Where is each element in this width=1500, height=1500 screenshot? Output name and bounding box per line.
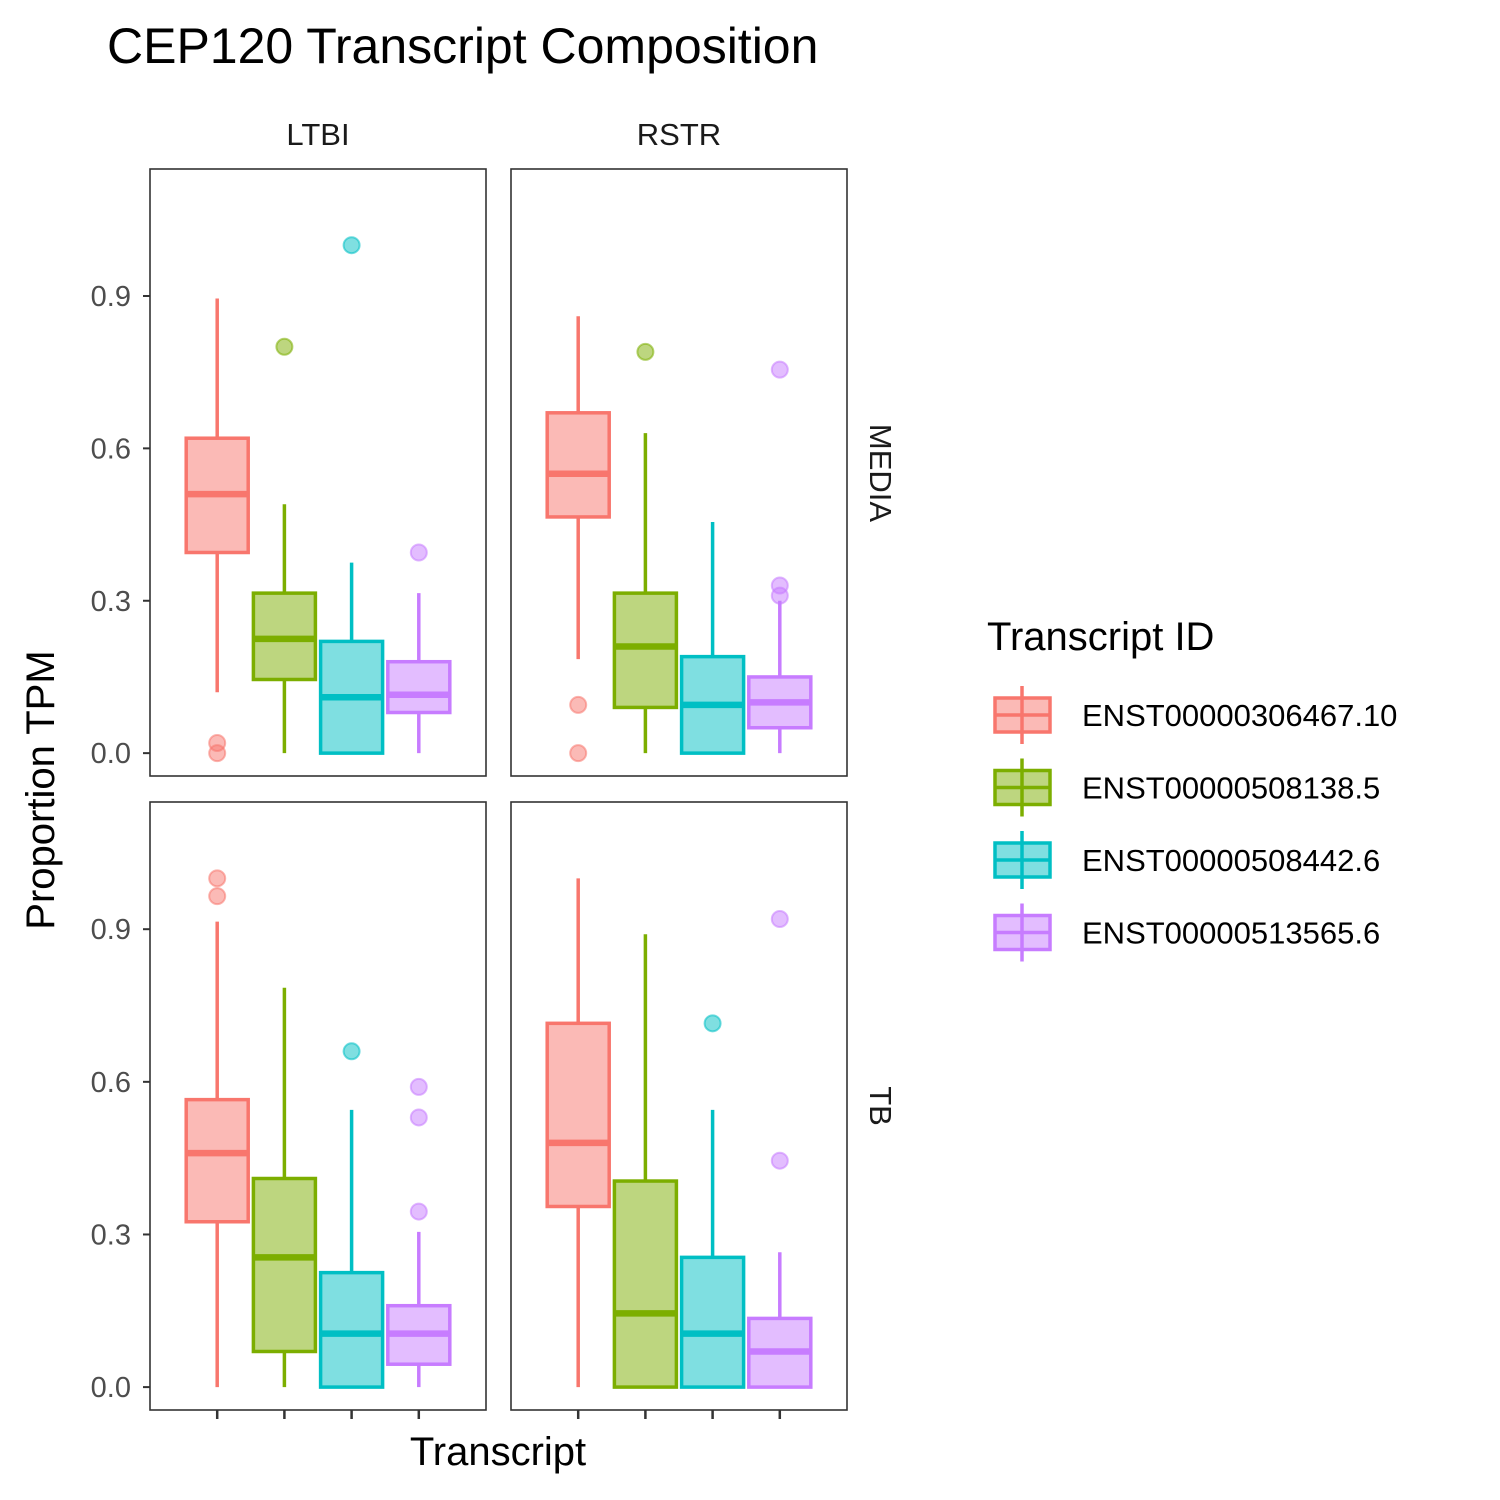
legend-label: ENST00000508442.6	[1082, 843, 1380, 878]
outlier-point	[409, 1108, 428, 1127]
iqr-box	[251, 1176, 318, 1354]
iqr-box	[386, 659, 452, 715]
iqr-box	[679, 1255, 746, 1389]
outlier-point	[770, 1151, 789, 1170]
box-enst00000306467-10	[545, 316, 611, 763]
box-enst00000306467-10	[184, 298, 250, 763]
box-enst00000508442-6	[679, 1014, 746, 1389]
panel-border	[510, 168, 848, 777]
box-enst00000508442-6	[318, 1042, 385, 1389]
box-enst00000306467-10	[184, 869, 250, 1388]
y-tick-label: 0.9	[91, 281, 131, 313]
box-enst00000306467-10	[545, 878, 611, 1388]
facet-strip-media: MEDIA	[863, 424, 898, 523]
outlier-point	[409, 1077, 428, 1096]
facet-strip-rstr: RSTR	[637, 117, 721, 152]
outlier-point	[342, 236, 361, 255]
legend-label: ENST00000306467.10	[1082, 698, 1397, 733]
box-enst00000508442-6	[318, 236, 385, 755]
outlier-point	[208, 744, 227, 763]
y-axis: 0.0 0.3 0.6 0.9 0.0 0.3 0.6 0.9	[91, 281, 150, 1404]
box-enst00000513565-6	[386, 1077, 452, 1388]
legend-label: ENST00000513565.6	[1082, 916, 1380, 951]
iqr-box	[612, 1179, 679, 1389]
y-tick-label: 0.3	[91, 586, 131, 618]
y-tick-label: 0.6	[91, 1067, 131, 1099]
panel-border	[510, 801, 848, 1411]
y-tick-label: 0.6	[91, 433, 131, 465]
panel-border	[149, 168, 487, 777]
iqr-box	[545, 411, 611, 519]
outlier-point	[208, 869, 227, 888]
outlier-point	[703, 1014, 722, 1033]
box-enst00000513565-6	[747, 910, 813, 1389]
outlier-point	[342, 1042, 361, 1061]
box-enst00000508138-5	[251, 337, 318, 754]
facet-strip-ltbi: LTBI	[286, 117, 349, 152]
facet-strip-tb: TB	[863, 1086, 898, 1126]
legend-key-enst00000508138-5: ENST00000508138.5	[993, 758, 1380, 817]
outlier-point	[770, 910, 789, 929]
x-axis	[215, 1410, 782, 1419]
iqr-box	[184, 1097, 250, 1224]
iqr-box	[318, 1270, 385, 1389]
y-tick-label: 0.3	[91, 1219, 131, 1251]
box-enst00000508138-5	[612, 342, 679, 754]
legend-key-enst00000508442-6: ENST00000508442.6	[993, 831, 1380, 889]
outlier-point	[275, 337, 294, 356]
outlier-point	[409, 1202, 428, 1221]
outlier-point	[770, 586, 789, 605]
outlier-point	[636, 342, 655, 361]
legend-key-enst00000306467-10: ENST00000306467.10	[993, 686, 1397, 744]
iqr-box	[545, 1021, 611, 1209]
y-tick-label: 0.0	[91, 738, 131, 770]
panel-border	[149, 801, 487, 1411]
box-enst00000513565-6	[747, 360, 813, 754]
iqr-box	[612, 591, 679, 710]
panel-tb-ltbi	[149, 801, 487, 1411]
y-tick-label: 0.0	[91, 1372, 131, 1404]
y-axis-title: Proportion TPM	[19, 650, 63, 929]
x-axis-title: Transcript	[410, 1430, 586, 1474]
y-tick-label: 0.9	[91, 914, 131, 946]
legend-label: ENST00000508138.5	[1082, 771, 1380, 806]
outlier-point	[770, 360, 789, 379]
outlier-point	[409, 543, 428, 562]
box-enst00000508442-6	[679, 522, 746, 755]
panels-layer	[149, 168, 848, 1411]
box-enst00000513565-6	[386, 543, 452, 754]
outlier-point	[208, 887, 227, 906]
chart-title: CEP120 Transcript Composition	[107, 18, 818, 74]
box-enst00000508138-5	[612, 934, 679, 1389]
legend: Transcript ID ENST00000306467.10 ENST0000…	[987, 615, 1397, 962]
panel-media-rstr	[510, 168, 848, 777]
panel-media-ltbi	[149, 168, 487, 777]
box-enst00000508138-5	[251, 987, 318, 1388]
outlier-point	[569, 695, 588, 714]
legend-title: Transcript ID	[987, 615, 1214, 659]
panel-tb-rstr	[510, 801, 848, 1411]
legend-key-enst00000513565-6: ENST00000513565.6	[993, 903, 1380, 962]
outlier-point	[569, 744, 588, 763]
